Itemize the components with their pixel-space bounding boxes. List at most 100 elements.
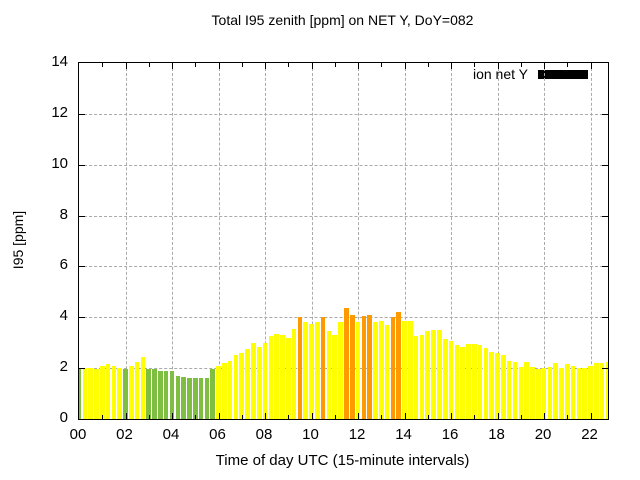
y-tick-label-8: 8	[59, 205, 68, 223]
gridline-x-16	[451, 63, 453, 419]
bar-16:45	[466, 344, 471, 419]
y-tick-left-4	[79, 317, 85, 319]
bar-08:00	[262, 342, 268, 419]
gridline-x-8	[265, 63, 267, 419]
bar-00:00	[79, 369, 82, 419]
y-tick-left-12	[79, 113, 85, 115]
bar-11:30	[344, 308, 349, 419]
x-tick-top-22	[590, 63, 592, 69]
bar-19:30	[530, 366, 535, 419]
x-tick-label-02: 02	[116, 426, 133, 443]
gridline-y-8	[79, 215, 608, 217]
x-tick-label-14: 14	[395, 426, 412, 443]
gridline-y-6	[79, 266, 608, 268]
x-tick-top-10	[311, 63, 313, 69]
x-tick-bottom-13	[381, 415, 383, 419]
bar-16:30	[460, 346, 465, 419]
x-tick-bottom-4	[172, 413, 173, 419]
y-tick-right-6	[602, 266, 608, 268]
gridline-x-18	[497, 63, 499, 419]
x-tick-top-6	[218, 63, 220, 69]
y-tick-left-6	[79, 266, 85, 268]
bar-16:00	[448, 341, 454, 419]
x-tick-bottom-1	[102, 415, 104, 419]
x-tick-bottom-18	[497, 413, 499, 419]
bar-18:45	[512, 361, 518, 419]
bar-02:15	[129, 365, 134, 419]
x-tick-label-04: 04	[162, 426, 180, 443]
bar-18:15	[501, 355, 506, 419]
bar-13:30	[390, 317, 396, 419]
bar-19:15	[524, 361, 529, 419]
x-tick-top-1	[102, 63, 104, 67]
bar-21:00	[565, 364, 570, 419]
bar-20:15	[547, 366, 553, 419]
bar-05:00	[192, 378, 198, 419]
bar-03:15	[152, 369, 157, 419]
gridline-y-10	[79, 164, 608, 166]
gridline-x-10	[311, 63, 313, 419]
bar-18:00	[495, 352, 500, 419]
bar-22:00	[588, 365, 593, 419]
x-tick-label-10: 10	[302, 426, 319, 443]
y-tick-left-2	[79, 368, 85, 370]
x-tick-bottom-11	[334, 415, 336, 419]
x-tick-bottom-2	[125, 413, 127, 419]
x-tick-label-20: 20	[534, 426, 552, 443]
gridline-x-14	[404, 63, 406, 419]
bar-13:15	[384, 324, 390, 419]
gridline-y-4	[79, 317, 608, 319]
x-tick-label-12: 12	[348, 426, 366, 443]
bar-01:45	[117, 368, 122, 419]
x-tick-top-20	[544, 63, 546, 69]
x-tick-top-2	[125, 63, 127, 69]
x-tick-bottom-10	[311, 413, 313, 419]
x-tick-label-06: 06	[209, 426, 226, 443]
bar-18:30	[506, 360, 512, 419]
y-tick-label-4: 4	[59, 307, 68, 325]
bar-04:00	[169, 370, 175, 419]
gridline-x-4	[172, 63, 173, 419]
bar-20:00	[541, 368, 547, 419]
x-tick-top-16	[451, 63, 453, 69]
bar-22:15	[594, 363, 599, 419]
bar-07:15	[245, 349, 250, 419]
x-tick-bottom-6	[218, 413, 220, 419]
bar-04:15	[175, 375, 181, 419]
x-tick-top-11	[334, 63, 336, 67]
bar-05:15	[198, 378, 204, 419]
bar-12:00	[355, 322, 361, 419]
bar-06:15	[222, 363, 227, 419]
bar-22:30	[599, 363, 605, 419]
legend-swatch-icon	[538, 69, 588, 79]
bar-17:45	[489, 351, 495, 419]
x-tick-label-08: 08	[255, 426, 273, 443]
y-tick-label-14: 14	[51, 53, 68, 70]
bar-21:30	[576, 368, 582, 419]
bar-06:00	[216, 365, 221, 419]
bar-14:00	[402, 321, 407, 419]
bar-15:30	[437, 330, 442, 419]
bar-04:30	[181, 377, 186, 419]
bar-14:15	[408, 321, 413, 419]
bar-11:00	[332, 335, 338, 419]
x-tick-top-12	[358, 63, 360, 69]
x-tick-top-3	[148, 63, 150, 67]
bar-01:30	[111, 365, 117, 419]
x-tick-top-8	[265, 63, 267, 69]
x-tick-bottom-17	[474, 415, 476, 419]
bar-10:15	[315, 322, 320, 419]
bar-20:45	[559, 368, 564, 419]
y-tick-label-0: 0	[59, 409, 68, 426]
y-tick-label-10: 10	[51, 154, 68, 172]
legend: ion net Y	[473, 66, 588, 82]
bar-21:15	[570, 365, 576, 419]
x-tick-bottom-22	[590, 413, 592, 419]
bar-15:15	[431, 330, 436, 419]
bar-02:45	[140, 356, 146, 419]
bar-05:45	[210, 369, 215, 419]
x-tick-bottom-21	[567, 415, 569, 419]
bar-06:45	[233, 355, 239, 419]
x-tick-top-18	[497, 63, 499, 69]
